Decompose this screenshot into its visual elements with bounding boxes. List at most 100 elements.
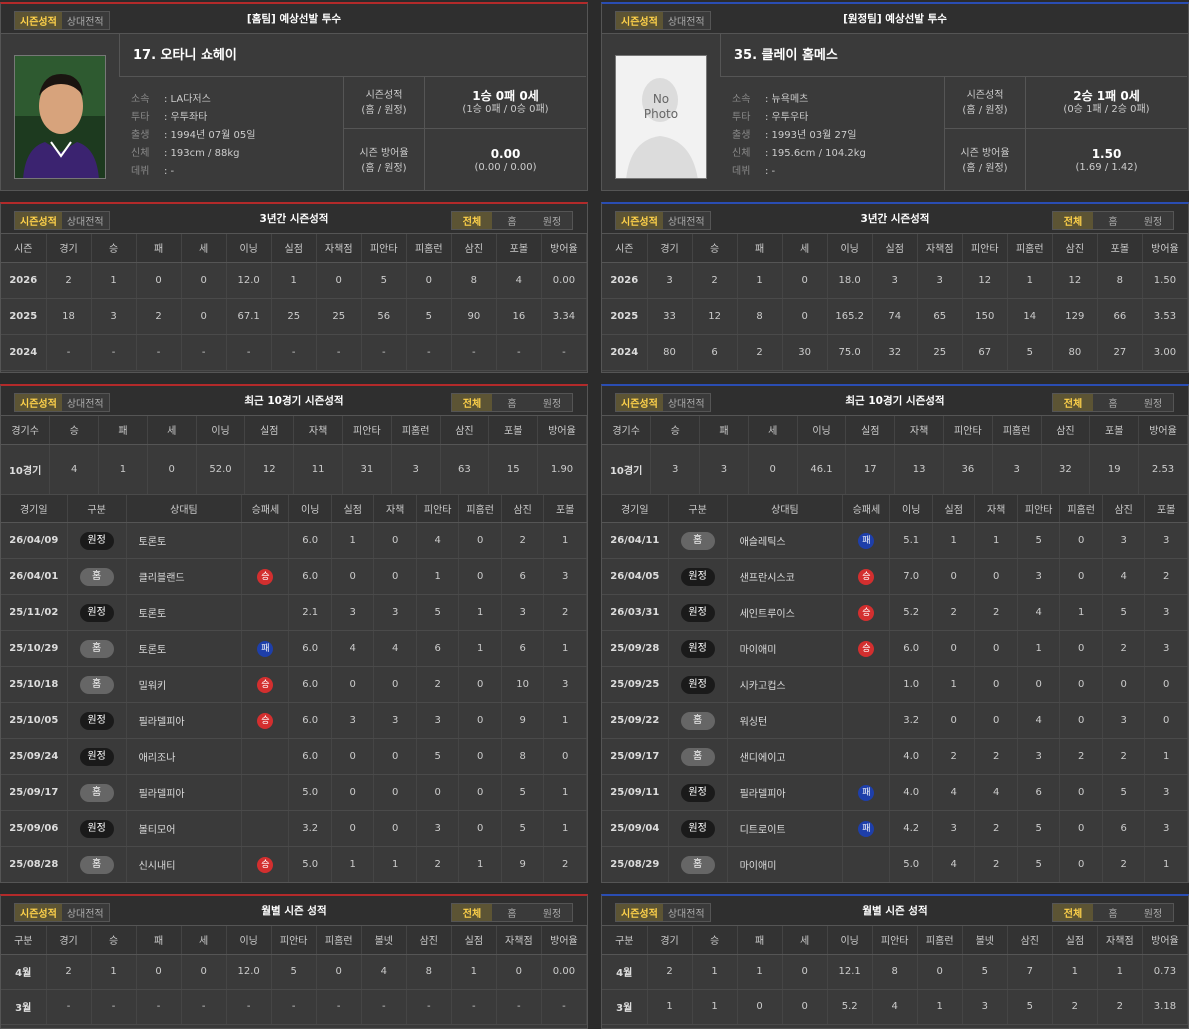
tab-season-stats[interactable]: 시즌성적 <box>15 212 62 229</box>
filter-home[interactable]: 홈 <box>492 212 532 229</box>
opponent-team[interactable]: 애슬레틱스 <box>727 522 844 559</box>
stat-so: 9 <box>501 846 545 882</box>
game-date: 25/09/25 <box>602 666 669 703</box>
opponent-team[interactable]: 디트로이트 <box>727 810 844 847</box>
game-row[interactable]: 25/09/06 원정 볼티모어 3.2 0 0 3 0 5 1 <box>1 810 587 847</box>
game-row[interactable]: 25/10/18 홈 밀워키 승 6.0 0 0 2 0 10 3 <box>1 666 587 703</box>
game-log-table: 경기일 구분 상대팀 승패세 이닝 실점 자책 피안타 피홈런 삼진 포볼 26/04/09 원정 토론토… <box>1 494 587 882</box>
tab-versus[interactable]: 상대전적 <box>662 12 710 29</box>
game-result: 승 <box>241 702 290 739</box>
opponent-team[interactable]: 마이애미 <box>727 630 844 667</box>
opponent-team[interactable]: 필라델피아 <box>727 774 844 811</box>
game-row[interactable]: 25/09/28 원정 마이애미 승 6.0 0 0 1 0 2 3 <box>602 630 1188 667</box>
opponent-team[interactable]: 밀워키 <box>126 666 243 703</box>
tab-season-stats[interactable]: 시즌성적 <box>616 904 663 921</box>
opponent-team[interactable]: 클리블랜드 <box>126 558 243 595</box>
filter-away[interactable]: 원정 <box>1133 212 1173 229</box>
tab-season-stats[interactable]: 시즌성적 <box>15 394 62 411</box>
game-row[interactable]: 25/10/05 원정 필라델피아 승 6.0 3 3 3 0 9 1 <box>1 702 587 739</box>
game-row[interactable]: 25/08/28 홈 신시내티 승 5.0 1 1 2 1 9 2 <box>1 846 587 882</box>
tab-versus[interactable]: 상대전적 <box>61 394 109 411</box>
filter-all[interactable]: 전체 <box>452 904 492 921</box>
opponent-team[interactable]: 마이애미 <box>727 846 844 882</box>
game-date: 25/08/28 <box>1 846 68 882</box>
tab-season-stats[interactable]: 시즌성적 <box>616 394 663 411</box>
opponent-team[interactable]: 신시내티 <box>126 846 243 882</box>
stat-ip: 4.0 <box>889 738 933 775</box>
filter-home[interactable]: 홈 <box>1093 212 1133 229</box>
tab-versus[interactable]: 상대전적 <box>662 212 710 229</box>
game-row[interactable]: 25/09/17 홈 샌디에이고 4.0 2 2 3 2 2 1 <box>602 738 1188 775</box>
tab-season-stats[interactable]: 시즌성적 <box>616 212 663 229</box>
opponent-team[interactable]: 토론토 <box>126 630 243 667</box>
filter-home[interactable]: 홈 <box>492 394 532 411</box>
stat-hr: 0 <box>1059 810 1103 847</box>
tab-season-stats[interactable]: 시즌성적 <box>616 12 663 29</box>
opponent-team[interactable]: 세인트루이스 <box>727 594 844 631</box>
tab-versus[interactable]: 상대전적 <box>662 904 710 921</box>
filter-all[interactable]: 전체 <box>452 394 492 411</box>
game-row[interactable]: 25/09/24 원정 애리조나 6.0 0 0 5 0 8 0 <box>1 738 587 775</box>
table-cell: 4 <box>49 444 100 495</box>
opponent-team[interactable]: 토론토 <box>126 594 243 631</box>
info-value: : 우투우타 <box>765 112 809 123</box>
game-row[interactable]: 25/09/11 원정 필라델피아 패 4.0 4 4 6 0 5 3 <box>602 774 1188 811</box>
opponent-team[interactable]: 애리조나 <box>126 738 243 775</box>
opponent-team[interactable]: 샌프란시스코 <box>727 558 844 595</box>
filter-all[interactable]: 전체 <box>1053 212 1093 229</box>
stat-h: 4 <box>1017 594 1061 631</box>
game-location: 홈 <box>67 846 127 882</box>
table-cell: 1.90 <box>537 444 587 495</box>
opponent-team[interactable]: 필라델피아 <box>126 702 243 739</box>
table-cell: 12 <box>962 262 1008 299</box>
opponent-team[interactable]: 토론토 <box>126 522 243 559</box>
section-title: 월별 시즌 성적 <box>261 905 327 917</box>
game-row[interactable]: 25/09/04 원정 디트로이트 패 4.2 3 2 5 0 6 3 <box>602 810 1188 847</box>
stat-er: 0 <box>373 558 417 595</box>
section-title: 최근 10경기 시즌성적 <box>845 395 945 407</box>
game-row[interactable]: 26/04/11 홈 애슬레틱스 패 5.1 1 1 5 0 3 3 <box>602 522 1188 559</box>
game-row[interactable]: 25/11/02 원정 토론토 2.1 3 3 5 1 3 2 <box>1 594 587 631</box>
game-row[interactable]: 25/08/29 홈 마이애미 5.0 4 2 5 0 2 1 <box>602 846 1188 882</box>
opponent-team[interactable]: 필라델피아 <box>126 774 243 811</box>
filter-all[interactable]: 전체 <box>1053 904 1093 921</box>
game-row[interactable]: 26/04/09 원정 토론토 6.0 1 0 4 0 2 1 <box>1 522 587 559</box>
table-cell: 3 <box>917 262 963 299</box>
filter-away[interactable]: 원정 <box>1133 904 1173 921</box>
result-badge: 승 <box>257 568 274 585</box>
tab-versus[interactable]: 상대전적 <box>61 12 109 29</box>
filter-home[interactable]: 홈 <box>1093 394 1133 411</box>
table-cell: 3.00 <box>1142 334 1188 371</box>
column-header: 승 <box>91 926 137 955</box>
filter-all[interactable]: 전체 <box>1053 394 1093 411</box>
game-row[interactable]: 25/09/22 홈 워싱턴 3.2 0 0 4 0 3 0 <box>602 702 1188 739</box>
opponent-team[interactable]: 볼티모어 <box>126 810 243 847</box>
tab-season-stats[interactable]: 시즌성적 <box>15 12 62 29</box>
game-row[interactable]: 26/04/05 원정 샌프란시스코 승 7.0 0 0 3 0 4 2 <box>602 558 1188 595</box>
opponent-team[interactable]: 샌디에이고 <box>727 738 844 775</box>
tab-versus[interactable]: 상대전적 <box>662 394 710 411</box>
filter-home[interactable]: 홈 <box>1093 904 1133 921</box>
game-row[interactable]: 26/03/31 원정 세인트루이스 승 5.2 2 2 4 1 5 3 <box>602 594 1188 631</box>
table-cell: - <box>226 334 272 371</box>
filter-away[interactable]: 원정 <box>532 394 572 411</box>
game-row[interactable]: 25/10/29 홈 토론토 패 6.0 4 4 6 1 6 1 <box>1 630 587 667</box>
table-cell: - <box>271 989 317 1025</box>
game-row[interactable]: 26/04/01 홈 클리블랜드 승 6.0 0 0 1 0 6 3 <box>1 558 587 595</box>
filter-away[interactable]: 원정 <box>1133 394 1173 411</box>
game-row[interactable]: 25/09/25 원정 시카고컵스 1.0 1 0 0 0 0 0 <box>602 666 1188 703</box>
table-cell: 3 <box>699 444 749 495</box>
filter-all[interactable]: 전체 <box>452 212 492 229</box>
filter-away[interactable]: 원정 <box>532 212 572 229</box>
column-header: 경기 <box>46 234 92 263</box>
info-row: 출생: 1994년 07월 05일 <box>131 127 255 145</box>
filter-away[interactable]: 원정 <box>532 904 572 921</box>
table-row: 4월 2 1 0 0 12.0 5 0 4 8 1 0 0.00 <box>1 954 587 990</box>
tab-season-stats[interactable]: 시즌성적 <box>15 904 62 921</box>
game-row[interactable]: 25/09/17 홈 필라델피아 5.0 0 0 0 0 5 1 <box>1 774 587 811</box>
tab-versus[interactable]: 상대전적 <box>61 212 109 229</box>
opponent-team[interactable]: 시카고컵스 <box>727 666 844 703</box>
opponent-team[interactable]: 워싱턴 <box>727 702 844 739</box>
tab-versus[interactable]: 상대전적 <box>61 904 109 921</box>
filter-home[interactable]: 홈 <box>492 904 532 921</box>
